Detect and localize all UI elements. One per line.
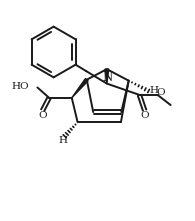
Polygon shape bbox=[105, 69, 109, 84]
Text: N: N bbox=[102, 71, 113, 84]
Polygon shape bbox=[72, 79, 88, 98]
Text: H: H bbox=[150, 86, 159, 95]
Text: O: O bbox=[141, 111, 149, 120]
Text: H: H bbox=[58, 136, 67, 145]
Text: O: O bbox=[156, 88, 165, 97]
Text: HO: HO bbox=[12, 82, 29, 91]
Text: O: O bbox=[39, 111, 47, 120]
